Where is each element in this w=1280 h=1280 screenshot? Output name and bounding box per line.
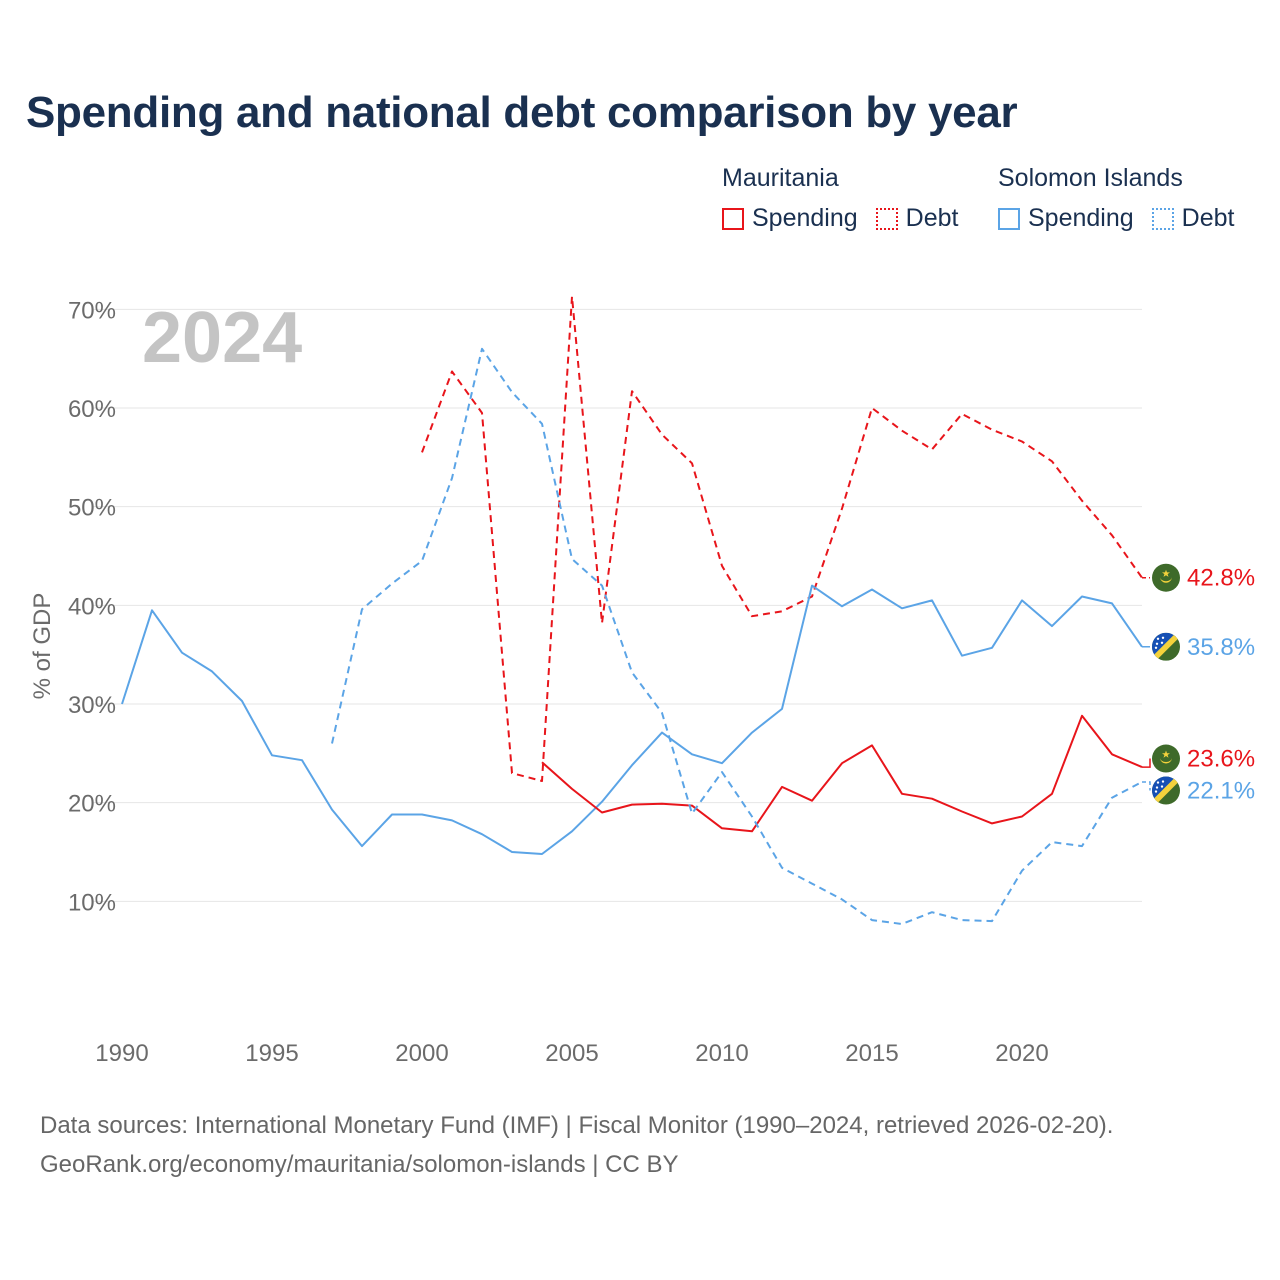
legend-item-label: Debt [905,204,959,232]
end-value-label: 22.1% [1187,778,1255,805]
legend-item-label: Spending [752,204,858,232]
y-tick-label: 30% [68,692,116,719]
footer-source: Data sources: International Monetary Fun… [40,1112,1114,1139]
x-tick-label: 1995 [245,1040,298,1067]
end-label-connector [1142,781,1151,791]
legend-swatch-solid [722,207,744,230]
x-tick-label: 2015 [845,1040,898,1067]
end-label-connector [1142,758,1151,768]
chart-title: Spending and national debt comparison by… [26,88,1018,137]
legend-item-solomon-spending[interactable]: Spending [998,204,1134,233]
legend-group-mauritania: Mauritania Spending Debt [722,162,958,233]
y-tick-label: 40% [68,593,116,620]
legend-country-label: Mauritania [722,164,839,192]
year-watermark: 2024 [142,298,302,378]
line-chart: 2024 10% 20% 30% 40% 50% 60% 70% 1990 1995 2000 20… [29,295,1255,1067]
legend-item-solomon-debt[interactable]: Debt [1151,204,1235,233]
x-tick-label: 2010 [695,1040,748,1067]
x-tick-label: 2020 [995,1040,1048,1067]
y-axis-label: % of GDP [29,593,56,700]
legend-swatch-dotted [1151,207,1174,230]
footer: Data sources: International Monetary Fun… [40,1106,1113,1184]
legend-group-solomon-islands: Solomon Islands Spending Debt [998,162,1234,233]
end-value-label: 35.8% [1187,634,1255,661]
mauritania-flag-icon [1152,563,1180,592]
legend-country-label: Solomon Islands [998,164,1183,192]
mauritania-flag-icon [1152,744,1180,773]
footer-link: GeoRank.org/economy/mauritania/solomon-i… [40,1151,679,1178]
x-tick-label: 2000 [395,1040,448,1067]
y-tick-label: 20% [68,791,116,818]
series-line-solomon-islands-debt[interactable] [331,347,1143,925]
solomon-islands-flag-icon [1152,633,1180,661]
x-tick-label: 2005 [545,1040,598,1067]
y-tick-label: 50% [68,495,116,522]
legend-swatch-solid [998,207,1020,230]
end-value-label: 23.6% [1187,746,1255,773]
legend-item-label: Spending [1028,204,1134,232]
legend-item-label: Debt [1181,204,1235,232]
series-line-solomon-islands-spending[interactable] [121,584,1143,855]
x-tick-label: 1990 [95,1040,148,1067]
legend-swatch-dotted [875,207,898,230]
series-line-mauritania-spending[interactable] [541,714,1143,833]
legend-item-mauritania-spending[interactable]: Spending [722,204,858,233]
y-tick-label: 10% [68,889,116,916]
end-value-label: 42.8% [1187,565,1255,592]
y-tick-label: 70% [68,297,116,324]
series-line-mauritania-debt[interactable] [421,295,1143,782]
y-tick-label: 60% [68,396,116,423]
solomon-islands-flag-icon [1152,777,1180,805]
legend-item-mauritania-debt[interactable]: Debt [875,204,959,233]
